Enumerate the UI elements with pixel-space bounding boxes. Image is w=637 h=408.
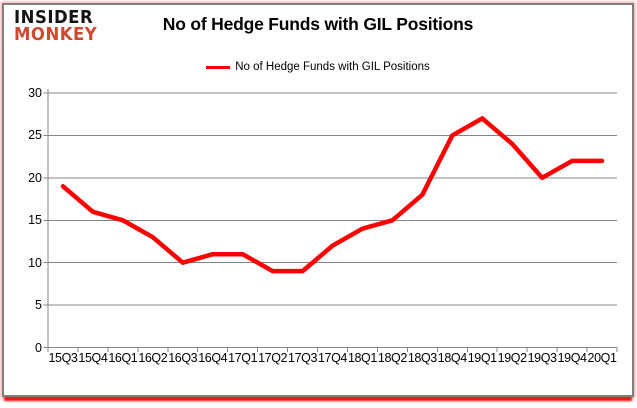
x-axis-label: 18Q1 <box>347 351 377 365</box>
x-axis-label: 19Q4 <box>557 351 587 365</box>
chart-frame: INSIDER MONKEY No of Hedge Funds with GI… <box>2 3 634 397</box>
legend-line-swatch <box>206 65 231 69</box>
x-axis-label: 20Q1 <box>587 351 617 365</box>
x-axis-label: 19Q3 <box>527 351 557 365</box>
x-axis-label: 16Q2 <box>138 351 168 365</box>
x-axis-label: 17Q3 <box>288 351 318 365</box>
x-axis-label: 17Q2 <box>258 351 288 365</box>
chart-title: No of Hedge Funds with GIL Positions <box>162 14 474 34</box>
y-axis-label: 5 <box>35 298 42 313</box>
y-axis-label: 0 <box>35 340 42 355</box>
x-axis-label: 15Q4 <box>78 351 108 365</box>
logo-line-monkey: MONKEY <box>14 24 98 45</box>
x-axis-label: 17Q1 <box>228 351 258 365</box>
y-axis-label: 25 <box>28 128 42 143</box>
y-axis-label: 30 <box>28 86 42 100</box>
legend-label: No of Hedge Funds with GIL Positions <box>235 61 430 73</box>
chart-legend: No of Hedge Funds with GIL Positions <box>4 61 632 73</box>
x-axis-label: 19Q2 <box>497 351 527 365</box>
logo-line-insider: INSIDER <box>14 7 94 28</box>
y-axis-label: 15 <box>28 213 42 228</box>
x-axis-label: 16Q4 <box>198 351 228 365</box>
x-axis-label: 18Q2 <box>377 351 407 365</box>
y-axis-label: 20 <box>28 170 42 185</box>
y-axis-label: 10 <box>28 255 42 270</box>
x-axis-label: 16Q1 <box>108 351 138 365</box>
plot-area <box>43 89 618 352</box>
x-axis-label: 18Q4 <box>437 351 467 365</box>
x-axis-label: 19Q1 <box>467 351 497 365</box>
x-axis-label: 18Q3 <box>407 351 437 365</box>
x-axis-label: 16Q3 <box>168 351 198 365</box>
insider-monkey-logo: INSIDER MONKEY <box>14 7 98 45</box>
x-axis-label: 17Q4 <box>318 351 347 365</box>
x-axis-label: 15Q3 <box>48 351 78 365</box>
